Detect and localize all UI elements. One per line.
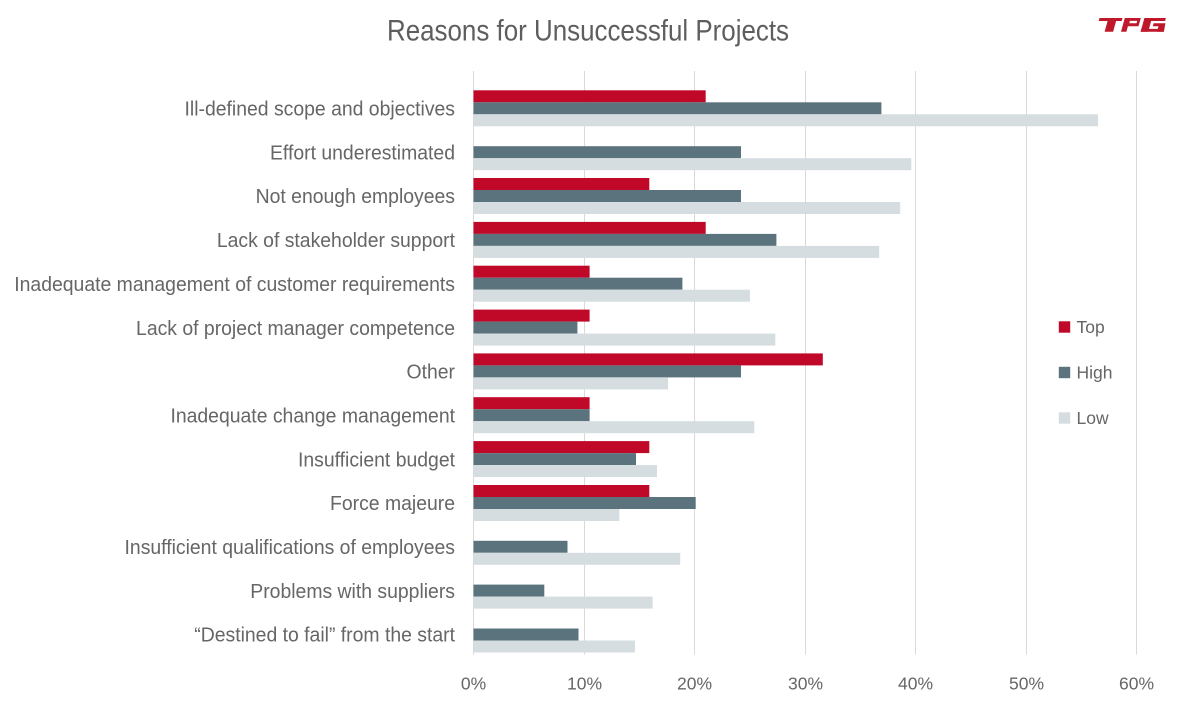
svg-text:60%: 60% [1119, 674, 1154, 694]
svg-text:Lack of project manager compet: Lack of project manager competence [136, 318, 455, 340]
svg-text:Inadequate change management: Inadequate change management [170, 405, 455, 427]
svg-text:0%: 0% [461, 674, 486, 694]
svg-text:Not enough employees: Not enough employees [256, 186, 456, 208]
svg-text:50%: 50% [1009, 674, 1044, 694]
svg-text:Lack of stakeholder support: Lack of stakeholder support [217, 230, 456, 252]
svg-text:40%: 40% [898, 674, 933, 694]
svg-text:Inadequate management of custo: Inadequate management of customer requir… [14, 274, 455, 296]
svg-text:20%: 20% [677, 674, 712, 694]
svg-text:30%: 30% [788, 674, 823, 694]
svg-text:Other: Other [407, 361, 456, 383]
svg-text:Reasons for Unsuccessful Proje: Reasons for Unsuccessful Projects [387, 14, 789, 47]
svg-text:Insufficient budget: Insufficient budget [298, 449, 456, 471]
svg-text:Force majeure: Force majeure [330, 493, 455, 515]
svg-text:10%: 10% [567, 674, 602, 694]
svg-text:Problems with suppliers: Problems with suppliers [250, 581, 455, 603]
svg-text:Top: Top [1077, 317, 1105, 337]
svg-text:“Destined to fail” from the st: “Destined to fail” from the start [194, 624, 455, 646]
svg-text:Effort underestimated: Effort underestimated [270, 142, 455, 164]
svg-text:Insufficient qualifications of: Insufficient qualifications of employees [125, 537, 456, 559]
svg-text:High: High [1077, 362, 1113, 382]
svg-text:Ill-defined scope and objectiv: Ill-defined scope and objectives [185, 98, 456, 120]
svg-text:Low: Low [1077, 408, 1109, 428]
